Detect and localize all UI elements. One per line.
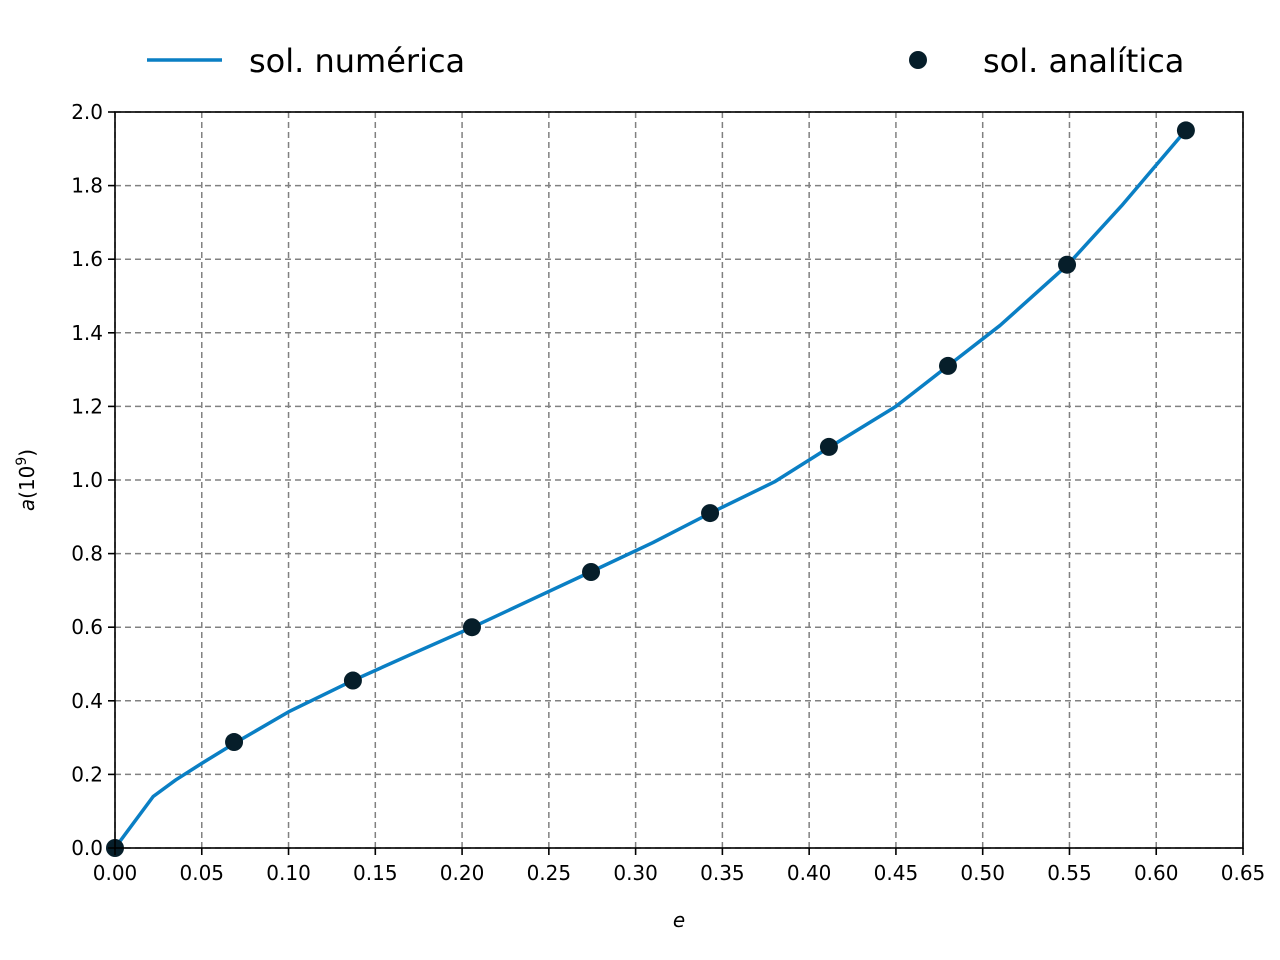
x-tick-label: 0.25 xyxy=(527,861,572,885)
plot-area xyxy=(106,121,1195,857)
x-tick-label: 0.65 xyxy=(1221,861,1266,885)
data-point xyxy=(225,733,244,752)
y-axis-label-unit: (10 xyxy=(15,466,39,499)
data-point xyxy=(701,504,720,523)
x-tick-label: 0.20 xyxy=(440,861,485,885)
y-axis: 0.0 0.2 0.4 0.6 0.8 1.0 1.2 1.4 1.6 1.8 2.0 xyxy=(71,100,115,860)
data-point xyxy=(462,618,481,637)
data-point xyxy=(1176,121,1195,140)
y-tick-label: 0.0 xyxy=(71,836,103,860)
data-point xyxy=(582,563,601,581)
y-tick-label: 1.2 xyxy=(71,394,103,418)
x-tick-label: 0.10 xyxy=(266,861,311,885)
y-tick-label: 0.4 xyxy=(71,689,103,713)
x-tick-label: 0.50 xyxy=(960,861,1005,885)
x-tick-label: 0.15 xyxy=(353,861,398,885)
y-tick-label: 0.8 xyxy=(71,542,103,566)
x-tick-label: 0.00 xyxy=(93,861,138,885)
x-tick-label: 0.55 xyxy=(1047,861,1092,885)
y-tick-label: 1.8 xyxy=(71,174,103,198)
legend: sol. numérica sol. analítica xyxy=(147,42,1184,80)
legend-label-analytic: sol. analítica xyxy=(983,42,1184,80)
data-point xyxy=(1058,255,1077,274)
y-tick-label: 0.6 xyxy=(71,615,103,639)
x-tick-label: 0.45 xyxy=(874,861,919,885)
x-axis-label: e xyxy=(673,908,685,932)
y-tick-label: 1.0 xyxy=(71,468,103,492)
x-tick-label: 0.35 xyxy=(700,861,745,885)
y-tick-label: 0.2 xyxy=(71,762,103,786)
data-point xyxy=(819,437,838,456)
legend-dot-marker xyxy=(909,51,927,69)
data-point xyxy=(343,671,362,690)
x-tick-label: 0.05 xyxy=(180,861,225,885)
y-tick-label: 1.6 xyxy=(71,247,103,271)
legend-label-numeric: sol. numérica xyxy=(249,42,465,80)
y-tick-label: 1.4 xyxy=(71,321,103,345)
series-line-0 xyxy=(113,129,1188,850)
x-tick-label: 0.60 xyxy=(1134,861,1179,885)
x-tick-label: 0.30 xyxy=(613,861,658,885)
y-axis-label-exponent: 9 xyxy=(14,457,30,466)
y-axis-label-var: a xyxy=(15,499,39,511)
x-axis: 0.00 0.05 0.10 0.15 0.20 0.25 0.30 0.35 0.40 0.45… xyxy=(93,848,1266,885)
y-axis-label-close: ) xyxy=(15,449,39,457)
x-tick-label: 0.40 xyxy=(787,861,832,885)
y-axis-label: a(109) xyxy=(14,449,39,511)
data-point xyxy=(938,356,957,375)
y-tick-label: 2.0 xyxy=(71,100,103,124)
grid xyxy=(114,111,1244,849)
